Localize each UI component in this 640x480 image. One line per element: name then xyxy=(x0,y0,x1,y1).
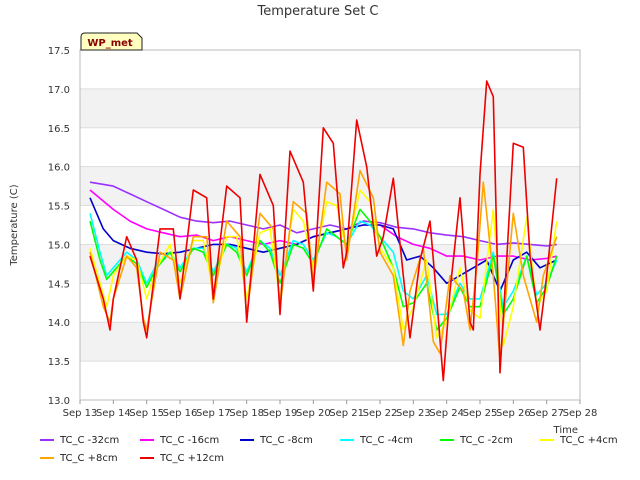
legend-label: TC_C -32cm xyxy=(59,435,119,446)
x-tick-label: Sep 23 xyxy=(396,408,431,419)
x-tick-label: Sep 27 xyxy=(529,408,564,419)
y-tick-label: 13.5 xyxy=(48,357,70,368)
x-tick-label: Sep 25 xyxy=(463,408,498,419)
x-tick-label: Sep 20 xyxy=(296,408,331,419)
x-tick-label: Sep 26 xyxy=(496,408,531,419)
legend-label: TC_C -4cm xyxy=(359,435,413,446)
x-axis-label: Time xyxy=(553,425,578,436)
grid-band xyxy=(80,88,580,128)
tick-labels: 13.0 13.5 14.0 14.5 15.0 15.5 16.0 16.5 17.0 17.5… xyxy=(48,46,598,419)
legend: TC_C -32cm TC_C -16cm TC_C -8cm TC_C -4cm TC… xyxy=(40,435,618,464)
y-tick-label: 14.0 xyxy=(48,318,70,329)
x-tick-label: Sep 21 xyxy=(329,408,364,419)
legend-label: TC_C +4cm xyxy=(559,435,618,446)
axes xyxy=(79,49,581,401)
y-tick-label: 16.0 xyxy=(48,163,70,174)
legend-label: TC_C -2cm xyxy=(459,435,513,446)
x-tick-label: Sep 22 xyxy=(363,408,398,419)
legend-label: TC_C +12cm xyxy=(159,453,224,464)
y-tick-label: 13.0 xyxy=(48,396,70,407)
chart-title: Temperature Set C xyxy=(256,4,378,19)
y-tick-label: 15.5 xyxy=(48,202,70,213)
series-layer xyxy=(89,80,558,382)
badge-label: WP_met xyxy=(87,38,133,49)
y-tick-label: 17.5 xyxy=(48,46,70,57)
x-tick-label: Sep 16 xyxy=(163,408,198,419)
x-tick-label: Sep 24 xyxy=(429,408,464,419)
y-tick-label: 15.0 xyxy=(48,240,70,251)
plot-frame xyxy=(79,49,581,401)
y-tick-label: 14.5 xyxy=(48,279,70,290)
wp-met-badge: WP_met xyxy=(80,32,143,51)
x-tick-label: Sep 28 xyxy=(563,408,598,419)
series-line-tc-c-8cm xyxy=(89,197,558,292)
x-tick-label: Sep 13 xyxy=(63,408,98,419)
series-line-tc-c-8cm xyxy=(89,169,558,362)
legend-label: TC_C -16cm xyxy=(159,435,219,446)
x-tick-label: Sep 19 xyxy=(263,408,298,419)
y-tick-label: 16.5 xyxy=(48,124,70,135)
y-tick-label: 17.0 xyxy=(48,85,70,96)
legend-label: TC_C -8cm xyxy=(259,435,313,446)
x-tick-label: Sep 17 xyxy=(196,408,231,419)
series-line-tc-c-32cm xyxy=(89,181,557,247)
y-axis-label: Temperature (C) xyxy=(9,184,20,266)
series-line-tc-c-12cm xyxy=(89,80,558,382)
x-tick-label: Sep 14 xyxy=(96,408,131,419)
legend-label: TC_C +8cm xyxy=(59,453,118,464)
x-tick-label: Sep 15 xyxy=(129,408,164,419)
x-tick-label: Sep 18 xyxy=(229,408,264,419)
